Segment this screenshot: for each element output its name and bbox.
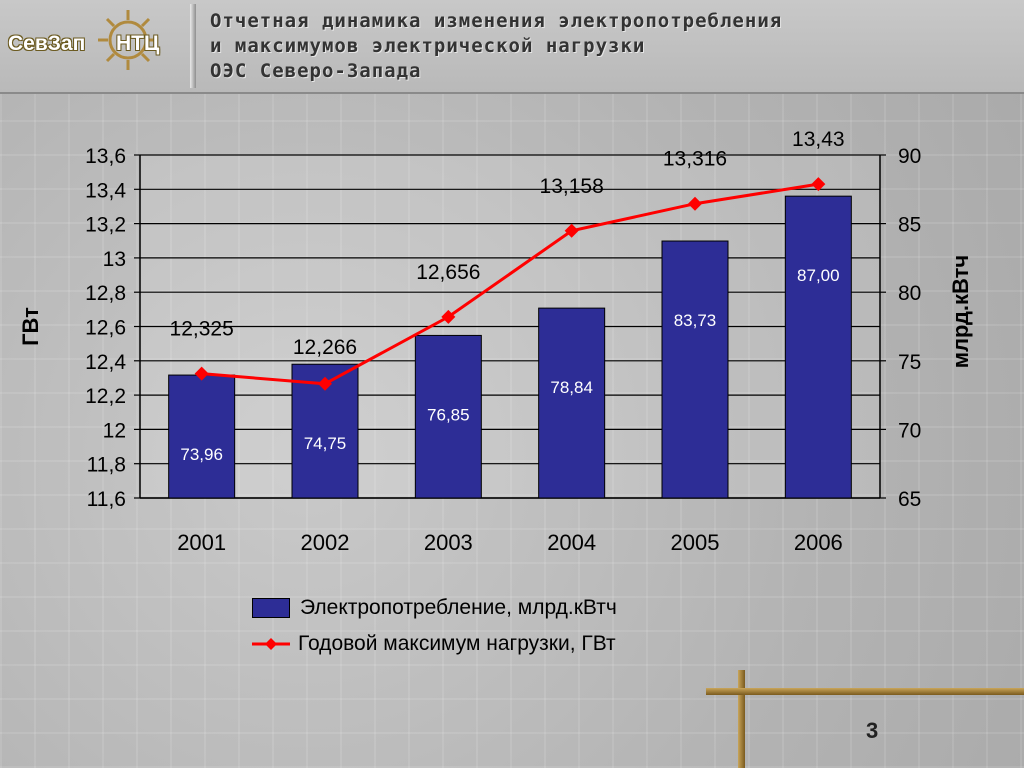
logo-sun-icon xyxy=(98,10,158,70)
bar-data-label: 76,85 xyxy=(427,405,470,424)
left-axis-tick-label: 12 xyxy=(103,419,126,442)
x-axis-category-label: 2005 xyxy=(671,530,720,555)
left-axis-tick-label: 12,8 xyxy=(85,282,126,305)
left-axis-tick-label: 11,8 xyxy=(87,454,126,477)
right-axis-tick-label: 90 xyxy=(898,145,921,168)
x-axis-category-label: 2001 xyxy=(177,530,226,555)
header-divider xyxy=(190,4,196,88)
legend-bar-label: Электропотребление, млрд.кВтч xyxy=(300,596,617,619)
corner-decoration-vertical xyxy=(738,670,745,768)
left-axis-tick-label: 12,2 xyxy=(85,385,126,408)
bar-data-label: 78,84 xyxy=(550,378,593,397)
line-point-marker xyxy=(194,366,209,381)
right-axis-tick-label: 75 xyxy=(898,351,921,374)
x-axis-category-label: 2003 xyxy=(424,530,473,555)
line-point-marker xyxy=(688,196,702,211)
line-data-label: 13,43 xyxy=(792,128,845,151)
slide-title-line-3: ОЭС Северо-Запада xyxy=(210,60,422,82)
line-point-marker xyxy=(811,177,826,192)
line-data-label: 13,316 xyxy=(663,148,727,171)
line-data-label: 12,325 xyxy=(170,318,234,341)
bar xyxy=(661,240,729,499)
slide-title-line-2: и максимумов электрической нагрузки xyxy=(210,35,646,57)
left-axis-tick-label: 13,6 xyxy=(85,145,126,168)
x-axis-category-label: 2006 xyxy=(794,530,843,555)
right-axis-tick-label: 80 xyxy=(898,282,921,305)
legend-item-line: Годовой максимум нагрузки, ГВт xyxy=(252,626,617,662)
legend-line-label: Годовой максимум нагрузки, ГВт xyxy=(298,632,616,655)
bar-data-label: 74,75 xyxy=(304,434,347,453)
right-axis-tick-label: 70 xyxy=(898,419,921,442)
left-axis-tick-label: 11,6 xyxy=(87,488,126,511)
left-axis-tick-label: 13,4 xyxy=(85,179,126,202)
header: СевЗап НТЦ Отчетная динамика изменения э… xyxy=(0,0,1024,94)
right-axis-tick-label: 65 xyxy=(898,488,921,511)
x-axis-category-label: 2002 xyxy=(301,530,350,555)
line-point-marker xyxy=(564,223,579,238)
bar-data-label: 83,73 xyxy=(674,311,717,330)
x-axis-category-label: 2004 xyxy=(547,530,596,555)
right-axis-tick-label: 85 xyxy=(898,214,921,237)
line-point-marker xyxy=(441,309,456,324)
right-axis-title: млрд.кВтч xyxy=(948,255,973,368)
left-axis-tick-label: 13 xyxy=(103,248,126,271)
logo-text-right: НТЦ xyxy=(116,32,160,55)
left-axis-title: ГВт xyxy=(18,307,43,346)
logo-text-left: СевЗап xyxy=(8,32,86,55)
chart-legend: Электропотребление, млрд.кВтч Годовой ма… xyxy=(252,590,617,662)
company-logo: СевЗап НТЦ xyxy=(4,8,182,74)
series-line xyxy=(201,182,819,386)
left-axis-tick-label: 12,6 xyxy=(85,317,126,340)
line-data-label: 12,656 xyxy=(416,261,480,284)
bar xyxy=(414,334,482,499)
left-axis-tick-label: 12,4 xyxy=(85,351,126,374)
left-axis-tick-label: 13,2 xyxy=(85,214,126,237)
bar xyxy=(168,374,236,499)
line-data-label: 13,158 xyxy=(540,175,604,198)
bar xyxy=(784,195,852,499)
bar-data-label: 87,00 xyxy=(797,266,840,285)
bar xyxy=(538,307,606,499)
line-data-label: 12,266 xyxy=(293,336,357,359)
bar-data-label: 73,96 xyxy=(180,445,223,464)
slide-title-line-1: Отчетная динамика изменения электропотре… xyxy=(210,10,783,32)
legend-line-swatch xyxy=(252,638,290,650)
page-number: 3 xyxy=(866,718,879,743)
corner-decoration-horizontal xyxy=(706,688,1024,695)
legend-bar-swatch xyxy=(252,598,290,618)
line-point-marker xyxy=(318,376,332,391)
legend-item-bar: Электропотребление, млрд.кВтч xyxy=(252,590,617,626)
